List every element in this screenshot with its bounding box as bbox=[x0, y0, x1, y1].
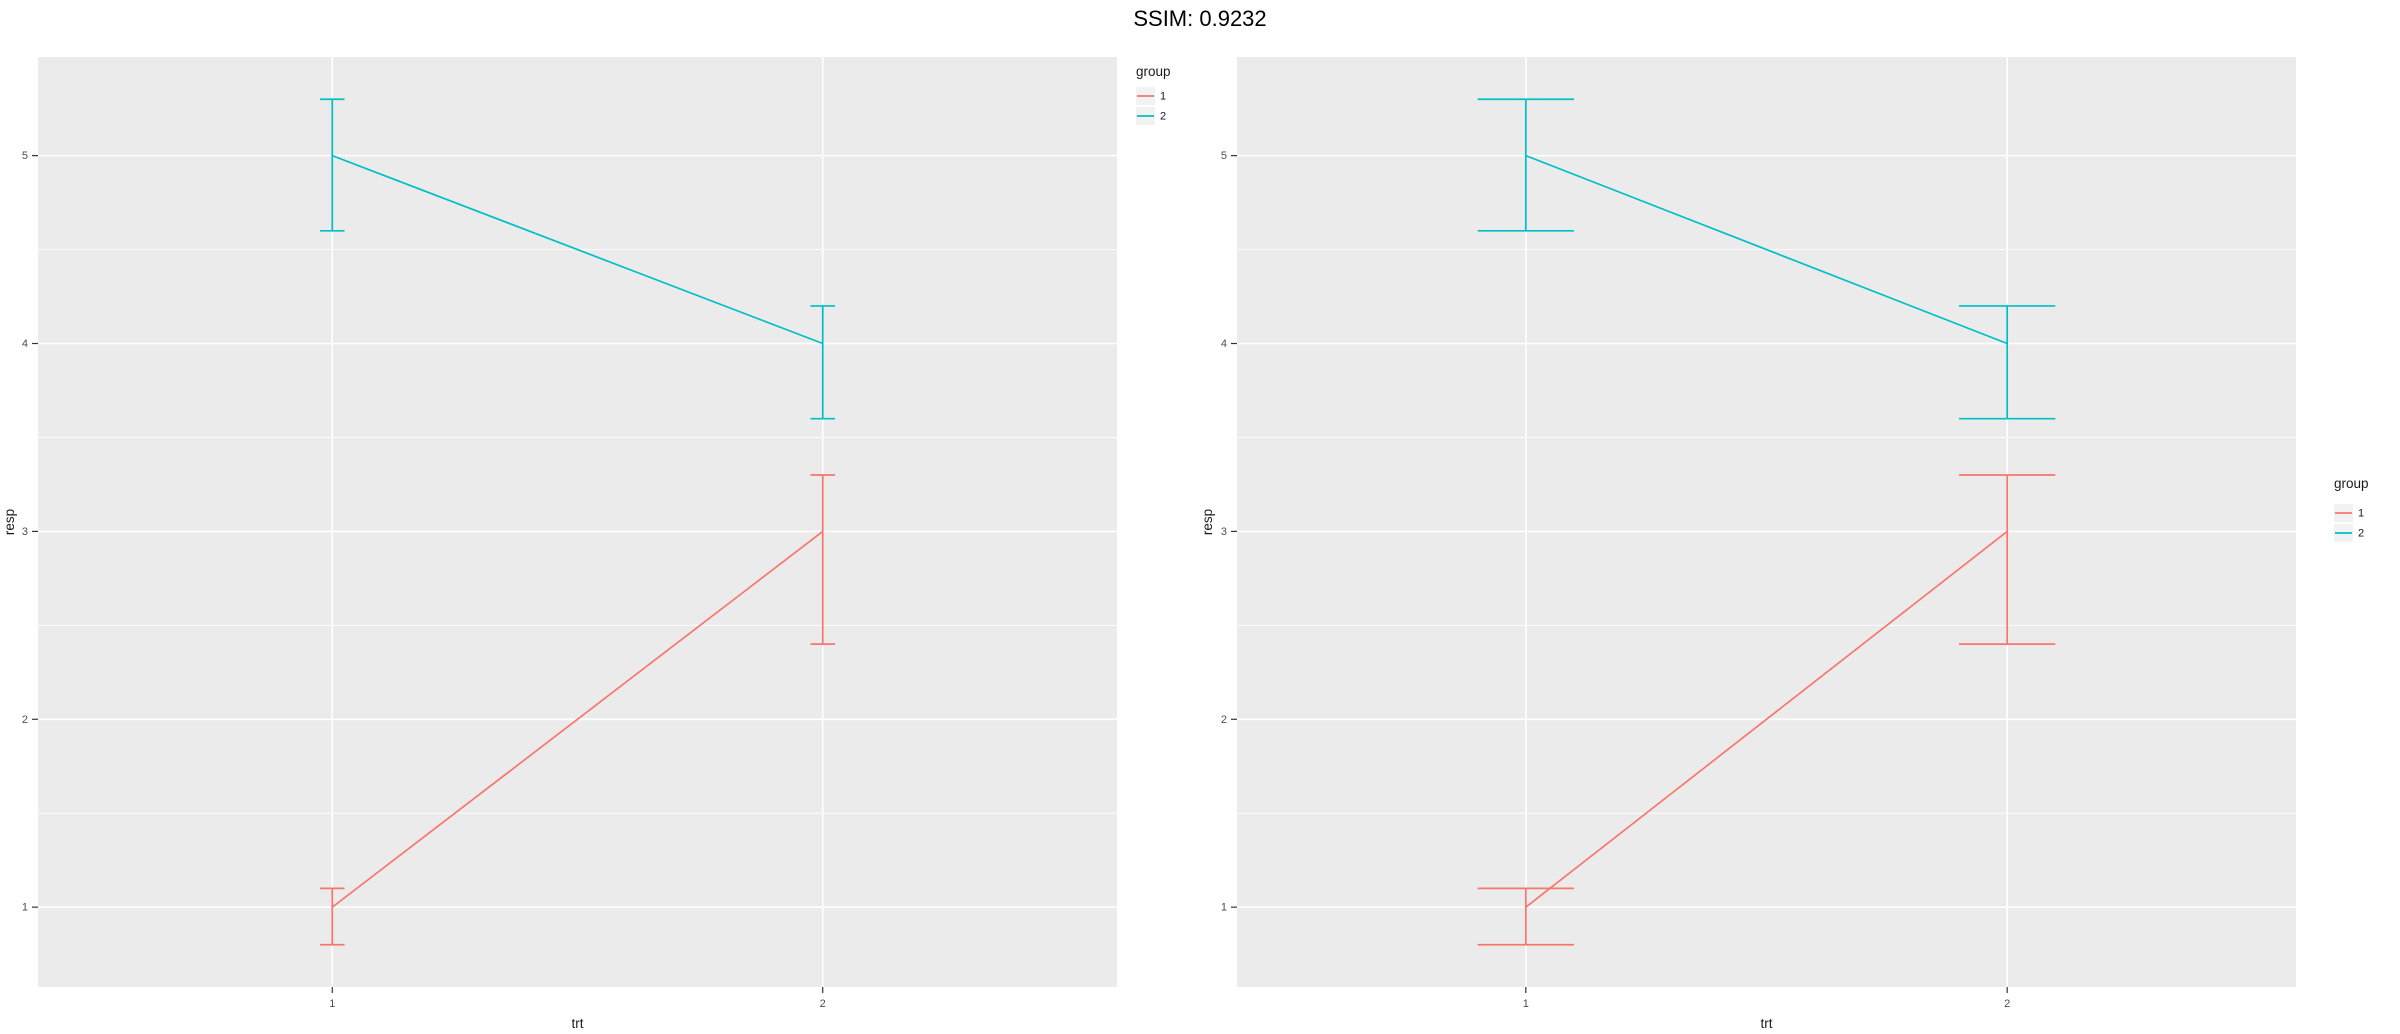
y-axis-title: resp bbox=[1200, 509, 1215, 535]
x-axis-title: trt bbox=[1761, 1016, 1773, 1031]
y-tick-label: 2 bbox=[1221, 714, 1227, 726]
panel-background bbox=[38, 57, 1117, 987]
y-tick-label: 5 bbox=[1221, 150, 1227, 162]
figure-title: SSIM: 0.9232 bbox=[1133, 6, 1267, 31]
series-line bbox=[1525, 530, 2008, 908]
legend-title: group bbox=[1136, 64, 1171, 79]
y-tick-label: 5 bbox=[22, 150, 28, 162]
y-tick-label: 1 bbox=[22, 902, 28, 914]
x-tick-label: 2 bbox=[2004, 998, 2010, 1010]
legend-label: 2 bbox=[1160, 111, 1166, 123]
x-tick-label: 2 bbox=[820, 998, 826, 1010]
legend-label: 1 bbox=[1160, 91, 1166, 103]
y-tick-label: 3 bbox=[22, 526, 28, 538]
legend-label: 1 bbox=[2358, 508, 2364, 520]
y-tick-label: 2 bbox=[22, 714, 28, 726]
y-tick-label: 3 bbox=[1221, 526, 1227, 538]
panel-background bbox=[1237, 57, 2296, 987]
series-line bbox=[331, 154, 824, 345]
y-tick-label: 4 bbox=[22, 338, 28, 350]
chart-left: 1 2 3 4 5 1 2 trt resp group 1 2 bbox=[2, 57, 1171, 1031]
y-tick-label: 1 bbox=[1221, 902, 1227, 914]
series-line bbox=[331, 530, 824, 908]
y-axis-title: resp bbox=[2, 509, 17, 535]
y-tick-label: 4 bbox=[1221, 338, 1227, 350]
legend-title: group bbox=[2334, 476, 2369, 491]
x-tick-label: 1 bbox=[329, 998, 335, 1010]
x-axis-title: trt bbox=[572, 1016, 584, 1031]
legend-label: 2 bbox=[2358, 528, 2364, 540]
chart-right: 1 2 3 4 5 1 2 trt resp group 1 2 bbox=[1200, 57, 2369, 1031]
series-line bbox=[1525, 154, 2008, 345]
x-tick-label: 1 bbox=[1523, 998, 1529, 1010]
